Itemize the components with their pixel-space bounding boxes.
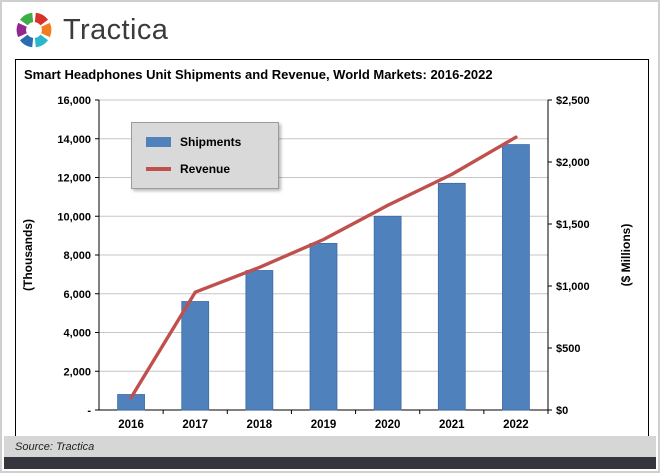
x-tick-label: 2020 [375,419,401,431]
chart-title: Smart Headphones Unit Shipments and Reve… [24,67,493,82]
brand-header: Tractica [14,10,168,50]
tractica-logo-icon [16,12,52,48]
right-axis-tick-label: $0 [556,405,568,417]
x-tick-label: 2017 [182,419,208,431]
left-axis-tick-label: 12,000 [57,173,91,185]
left-axis-tick-label: 14,000 [57,134,91,146]
x-tick-label: 2018 [247,419,273,431]
x-tick-label: 2019 [311,419,337,431]
legend-label: Shipments [180,135,242,149]
right-axis-tick-label: $2,000 [556,157,590,169]
right-axis-tick-label: $2,500 [556,95,590,107]
left-axis-tick-label: 6,000 [63,289,91,301]
right-axis-tick-label: $500 [556,343,580,355]
bar-2021 [437,182,466,411]
x-tick-label: 2016 [118,419,144,431]
chart-plot: - 2,000 4,000 6,000 8,000 10,000 12,000 14,000 1… [21,95,633,431]
brand-wordmark: Tractica [63,13,169,46]
right-axis-tick-label: $1,000 [556,281,590,293]
bar-2017 [181,301,210,411]
shipments-swatch-icon [146,137,171,147]
chart-legend: Shipments Revenue [131,122,279,189]
legend-item-revenue: Revenue [146,162,264,176]
left-axis-tick-label: 16,000 [57,95,91,107]
revenue-swatch-icon [146,167,171,171]
right-axis-tick-label: $1,500 [556,219,590,231]
left-axis-tick-label: 2,000 [63,366,91,378]
source-text: Source: Tractica [15,440,95,453]
legend-label: Revenue [180,162,231,176]
legend-item-shipments: Shipments [146,135,264,149]
bar-2019 [309,242,338,411]
source-bar: Source: Tractica [4,436,656,457]
x-tick-label: 2021 [439,419,465,431]
revenue-line [129,135,518,400]
bar-2020 [373,215,402,411]
chart-container: - 2,000 4,000 6,000 8,000 10,000 12,000 14,000 1… [15,59,649,439]
left-axis-tick-label: 8,000 [63,250,91,262]
left-axis-tick-label: 10,000 [57,211,91,223]
bar-2022 [502,144,530,411]
left-axis-title: (Thousands) [21,219,35,291]
bottom-frame-bar [4,457,656,469]
right-axis-title: ($ Millions) [619,224,633,287]
x-tick-label: 2022 [503,419,529,431]
left-axis-tick-label: 4,000 [63,328,91,340]
left-axis-tick-label: - [87,405,91,417]
bar-2018 [245,270,274,411]
